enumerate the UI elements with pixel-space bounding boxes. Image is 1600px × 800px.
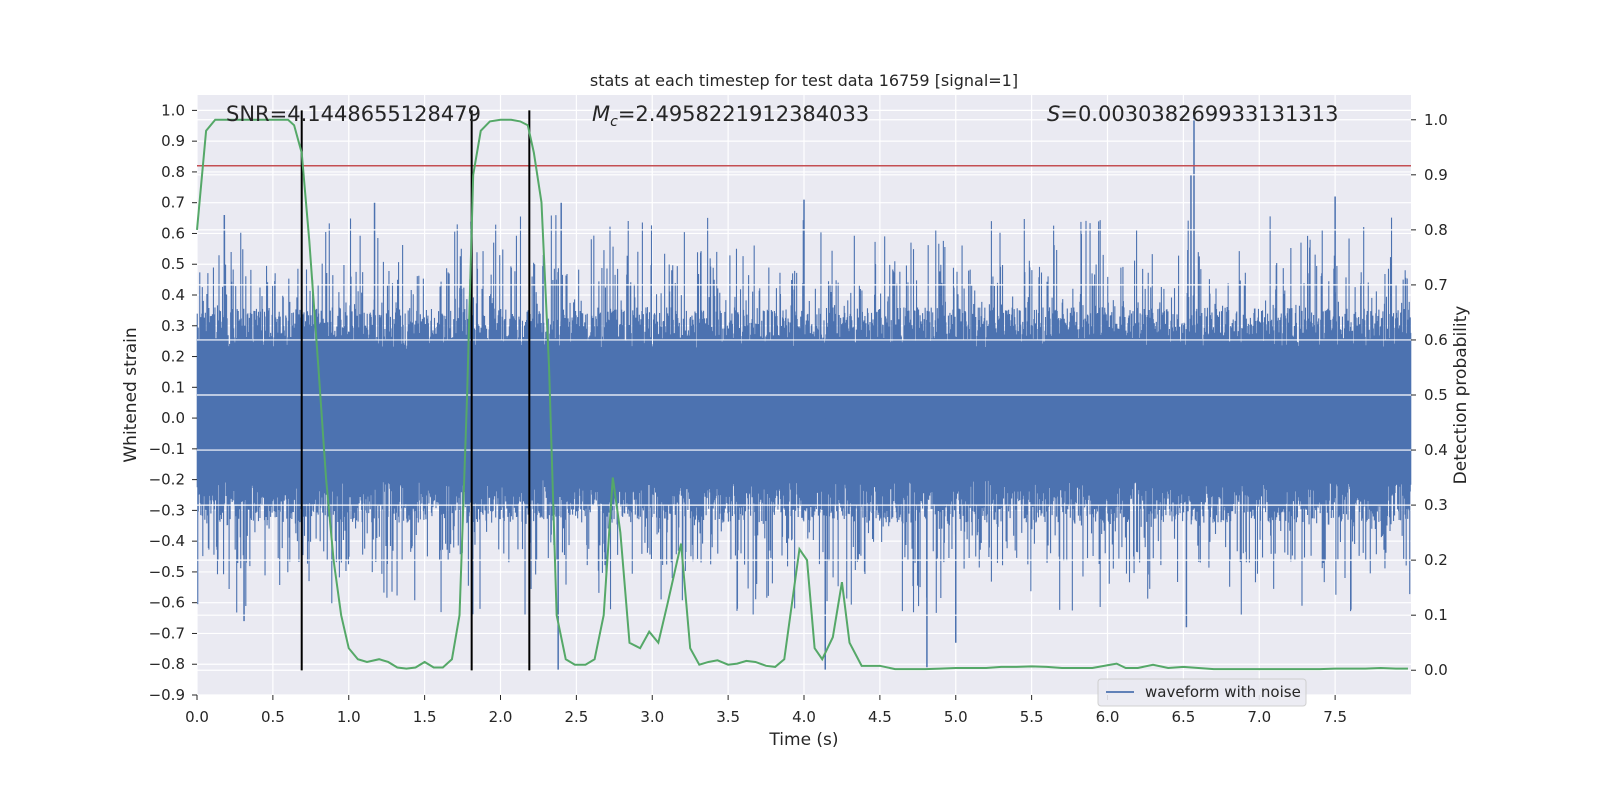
chirp-mass-annotation: Mc=2.4958221912384033 [592,102,869,130]
x-tick-label: 7.5 [1323,708,1347,726]
x-tick-label: 4.5 [868,708,892,726]
right-tick-label: 0.4 [1424,441,1448,459]
y-tick-label: 0.8 [161,163,185,181]
y-tick-label: −0.6 [149,594,185,612]
x-tick-label: 1.0 [337,708,361,726]
y-tick-label: −0.3 [149,501,185,519]
x-tick-label: 5.0 [944,708,968,726]
y-tick-label: 0.6 [161,224,185,242]
y-tick-label: 0.1 [161,378,185,396]
x-tick-label: 1.5 [413,708,437,726]
x-tick-label: 3.5 [716,708,740,726]
snr-annotation: SNR=4.1448655128479 [226,102,481,126]
right-tick-label: 0.1 [1424,606,1448,624]
x-tick-label: 3.0 [640,708,664,726]
x-tick-label: 0.0 [185,708,209,726]
x-tick-label: 4.0 [792,708,816,726]
y-tick-label: 0.3 [161,317,185,335]
x-tick-label: 2.5 [564,708,588,726]
right-tick-label: 0.3 [1424,496,1448,514]
legend-label: waveform with noise [1145,683,1301,701]
chirp-mass-symbol: M [592,102,610,126]
y-tick-label: −0.9 [149,686,185,704]
s-value: =0.003038269933131313 [1060,102,1338,126]
y-tick-label: −0.5 [149,563,185,581]
y-tick-label: −0.4 [149,532,185,550]
right-tick-label: 0.8 [1424,221,1448,239]
y-axis-label-right: Detection probability [1451,306,1471,485]
y-tick-label: 1.0 [161,101,185,119]
chart-title: stats at each timestep for test data 167… [590,71,1018,90]
x-tick-label: 2.0 [489,708,513,726]
s-annotation: S=0.003038269933131313 [1047,102,1338,126]
waveform-series [196,110,1412,671]
x-tick-label: 6.5 [1171,708,1195,726]
x-tick-label: 5.5 [1020,708,1044,726]
y-axis-label-left: Whitened strain [121,327,141,462]
legend-box [1097,678,1307,707]
right-tick-label: 1.0 [1424,111,1448,129]
right-tick-label: 0.0 [1424,661,1448,679]
y-tick-label: 0.9 [161,132,185,150]
x-tick-label: 6.0 [1096,708,1120,726]
chirp-mass-subscript: c [610,114,618,130]
y-tick-label: −0.1 [149,440,185,458]
right-axis-grid [197,119,1411,671]
y-tick-label: 0.0 [161,409,185,427]
detection-probability-line [196,118,1408,671]
right-tick-label: 0.9 [1424,166,1448,184]
y-tick-label: 0.5 [161,255,185,273]
legend: waveform with noise [1097,678,1307,707]
x-tick-label: 0.5 [261,708,285,726]
y-tick-label: −0.2 [149,471,185,489]
y-tick-label: 0.2 [161,348,185,366]
y-tick-label: −0.7 [149,624,185,642]
right-tick-label: 0.6 [1424,331,1448,349]
x-axis-label: Time (s) [768,730,838,750]
right-axis-ticks: 1.0 0.9 0.8 0.7 0.6 0.5 0.4 0.3 0.2 0.1 0.0 [1411,111,1448,679]
x-tick-label: 7.0 [1247,708,1271,726]
left-axis-ticks: 1.0 0.9 0.8 0.7 0.6 0.5 0.4 0.3 0.2 0.1 0.0 −0.1 −0.… [149,101,197,704]
x-axis-ticks: 0.0 0.5 1.0 1.5 2.0 2.5 3.0 3.5 4.0 4.5 5.0 5.5 6.0 6… [185,695,1347,726]
y-tick-label: 0.7 [161,194,185,212]
right-tick-label: 0.5 [1424,386,1448,404]
y-tick-label: −0.8 [149,655,185,673]
right-tick-label: 0.7 [1424,276,1448,294]
y-tick-label: 0.4 [161,286,185,304]
s-symbol: S [1047,102,1060,126]
right-tick-label: 0.2 [1424,551,1448,569]
chirp-mass-value: =2.4958221912384033 [618,102,869,126]
